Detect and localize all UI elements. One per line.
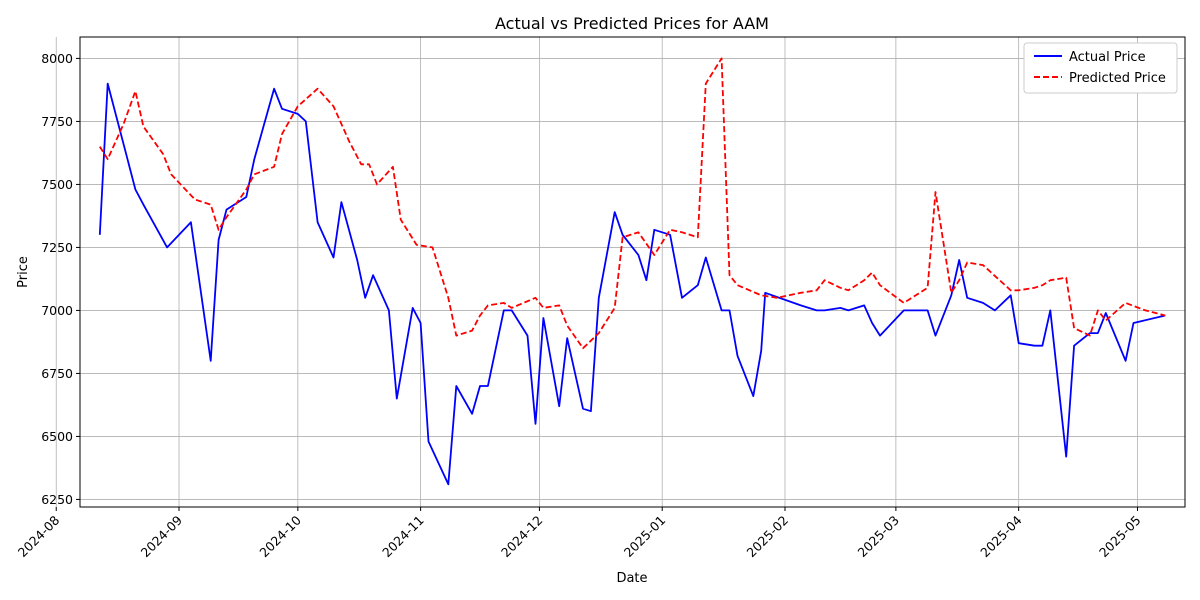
y-tick-label: 6750 — [41, 366, 73, 381]
x-tick-label: 2024-09 — [138, 512, 186, 560]
x-tick-label: 2025-05 — [1096, 513, 1144, 561]
x-tick-label: 2025-04 — [977, 512, 1025, 560]
x-axis: 2024-08 2024-09 2024-10 2024-11 2024-12 2025-… — [15, 507, 1144, 560]
y-tick-label: 7000 — [41, 303, 73, 318]
x-axis-label: Date — [616, 571, 647, 586]
x-tick-label: 2024-12 — [498, 513, 546, 561]
plot-lines — [98, 57, 1166, 486]
y-tick-label: 8000 — [41, 51, 73, 66]
x-tick-label: 2024-11 — [379, 513, 427, 561]
y-axis: 6250 6500 6750 7000 7250 7500 7750 8000 — [41, 51, 80, 507]
x-tick-label: 2024-10 — [256, 512, 304, 560]
x-tick-label: 2025-03 — [854, 513, 902, 561]
series-line-predicted — [99, 57, 1166, 350]
chart-title: Actual vs Predicted Prices for AAM — [495, 14, 769, 33]
legend-label-predicted: Predicted Price — [1069, 71, 1166, 86]
y-tick-label: 6500 — [41, 429, 73, 444]
plot-frame — [79, 36, 1186, 508]
y-tick-label: 6250 — [41, 492, 73, 507]
x-tick-label: 2024-08 — [15, 512, 63, 560]
legend-label-actual: Actual Price — [1069, 50, 1146, 65]
series-line-actual — [98, 82, 1166, 486]
grid — [55, 37, 1185, 507]
y-axis-label: Price — [16, 256, 31, 288]
x-tick-label: 2025-02 — [744, 513, 792, 561]
y-tick-label: 7500 — [41, 177, 73, 192]
x-tick-label: 2025-01 — [621, 513, 669, 561]
legend-box — [1023, 42, 1178, 94]
y-tick-label: 7750 — [41, 114, 73, 129]
legend: Actual Price Predicted Price — [1023, 42, 1178, 94]
y-tick-label: 7250 — [41, 240, 73, 255]
